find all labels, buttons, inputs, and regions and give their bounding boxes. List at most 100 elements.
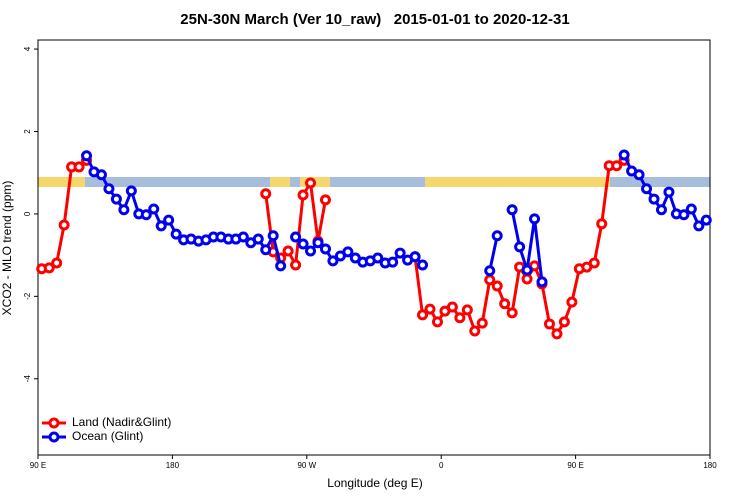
data-point <box>693 220 705 232</box>
data-point <box>663 186 675 198</box>
data-point <box>290 259 302 271</box>
y-tick-label: 2 <box>23 129 32 134</box>
data-point <box>409 251 421 263</box>
data-point <box>297 238 309 250</box>
data-point <box>118 204 130 216</box>
data-point <box>618 149 630 161</box>
data-point <box>290 231 302 243</box>
data-point <box>394 247 406 259</box>
data-point <box>476 317 488 329</box>
legend: Land (Nadir&Glint)Ocean (Glint) <box>42 415 171 443</box>
series-line <box>41 159 88 271</box>
data-point <box>260 244 272 256</box>
x-tick-label: 180 <box>703 461 717 470</box>
legend-marker <box>48 417 60 429</box>
data-point <box>678 209 690 221</box>
data-point <box>43 262 55 274</box>
data-point <box>282 245 294 257</box>
y-axis-label: XCO2 - MLO trend (ppm) <box>0 181 14 316</box>
chart-title: 25N-30N March (Ver 10_raw) 2015-01-01 to… <box>180 11 569 28</box>
data-point <box>506 204 518 216</box>
data-point <box>51 257 63 269</box>
data-point <box>372 252 384 264</box>
data-point <box>155 220 167 232</box>
data-point <box>319 243 331 255</box>
data-point <box>521 273 533 285</box>
data-point <box>305 245 317 257</box>
series-line <box>488 235 499 272</box>
data-point <box>417 309 429 321</box>
data-point <box>431 316 443 328</box>
data-point <box>491 280 503 292</box>
data-point <box>536 276 548 288</box>
x-tick-label: 180 <box>166 461 180 470</box>
data-point <box>596 218 608 230</box>
data-point <box>446 301 458 313</box>
data-point <box>260 188 272 200</box>
data-point <box>543 318 555 330</box>
data-point <box>633 169 645 181</box>
data-point <box>148 203 160 215</box>
x-axis-label: Longitude (deg E) <box>327 476 422 490</box>
data-point <box>529 213 541 225</box>
data-point <box>611 160 623 172</box>
data-point <box>103 183 115 195</box>
data-point <box>641 183 653 195</box>
data-point <box>252 233 264 245</box>
data-point <box>81 150 93 162</box>
data-point <box>700 214 712 226</box>
data-point <box>588 257 600 269</box>
data-point <box>506 307 518 319</box>
data-point <box>424 303 436 315</box>
legend-label: Ocean (Glint) <box>72 429 143 443</box>
data-point <box>312 237 324 249</box>
series-line <box>85 155 283 267</box>
data-point <box>521 264 533 276</box>
data-point <box>551 328 563 340</box>
y-tick-label: 0 <box>23 211 32 216</box>
data-point <box>267 230 279 242</box>
data-point <box>454 312 466 324</box>
data-point <box>275 260 287 272</box>
data-point <box>170 228 182 240</box>
data-point <box>461 304 473 316</box>
data-point <box>685 203 697 215</box>
data-point <box>327 255 339 267</box>
data-point <box>163 214 175 226</box>
data-point <box>297 189 309 201</box>
data-point <box>655 204 667 216</box>
data-point <box>491 230 503 242</box>
y-tick-label: -2 <box>23 292 32 300</box>
data-point <box>469 325 481 337</box>
data-point <box>58 219 70 231</box>
data-point <box>110 193 122 205</box>
x-tick-label: 0 <box>439 461 444 470</box>
x-tick-label: 90 E <box>30 461 46 470</box>
data-point <box>319 194 331 206</box>
data-point <box>342 246 354 258</box>
data-point <box>514 241 526 253</box>
land-ocean-mask <box>38 177 710 187</box>
data-point <box>566 296 578 308</box>
data-point <box>73 161 85 173</box>
data-point <box>484 265 496 277</box>
y-tick-label: 4 <box>23 46 32 51</box>
y-tick-label: -4 <box>23 375 32 383</box>
data-point <box>499 298 511 310</box>
legend-label: Land (Nadir&Glint) <box>72 415 171 429</box>
plot-frame <box>37 39 711 456</box>
data-point <box>305 177 317 189</box>
legend-marker <box>48 431 60 443</box>
x-tick-label: 90 E <box>567 461 583 470</box>
data-point <box>95 169 107 181</box>
data-point <box>125 185 137 197</box>
data-point <box>484 274 496 286</box>
data-point <box>237 231 249 243</box>
x-tick-label: 90 W <box>297 461 316 470</box>
data-point <box>558 316 570 328</box>
data-point <box>417 259 429 271</box>
data-point <box>648 193 660 205</box>
data-point <box>140 209 152 221</box>
data-point <box>387 256 399 268</box>
